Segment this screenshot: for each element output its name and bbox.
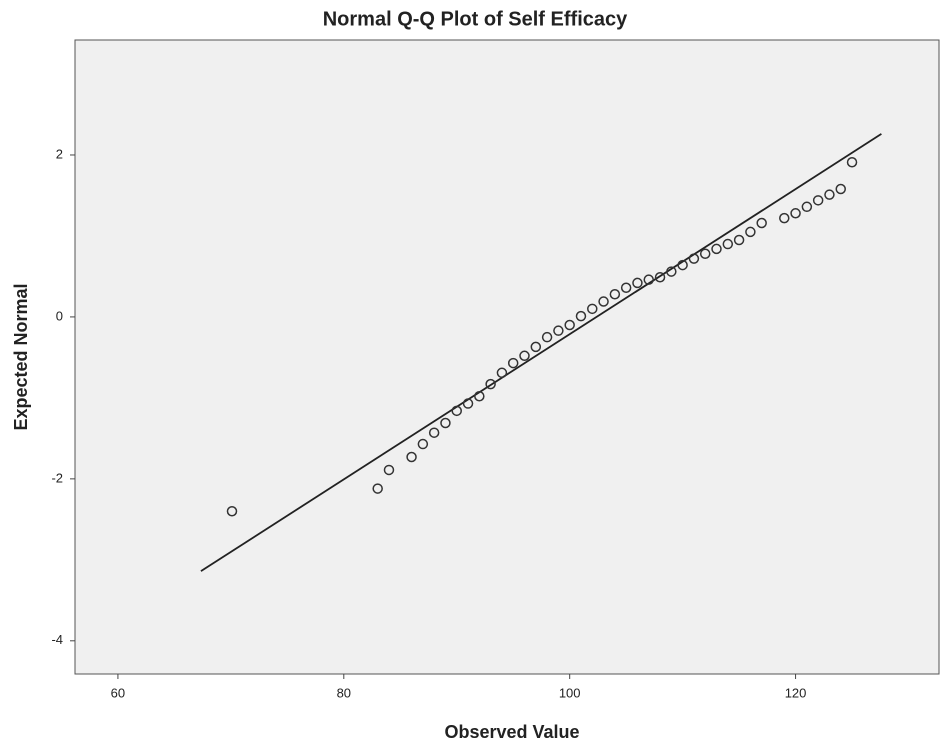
point [496,367,508,379]
point [519,350,530,362]
point [632,277,643,289]
point [383,464,395,476]
point [654,271,666,283]
point [462,398,474,409]
point [620,282,632,294]
point [598,296,609,307]
point [530,341,542,353]
point [609,288,621,300]
y-tick-label: 0 [56,308,63,323]
x-tick-label: 80 [337,685,351,700]
point [417,438,429,450]
point [722,238,734,250]
point [835,183,846,195]
y-tick-label: 2 [56,146,63,161]
point [699,248,711,260]
x-tick-label: 60 [111,685,125,700]
point [553,325,564,336]
plot-area [74,39,940,675]
point [643,274,654,285]
point [824,189,835,200]
x-tick-label: 120 [785,685,807,700]
point [666,266,677,277]
x-axis-title: Observed Value [444,722,579,742]
point [801,201,813,213]
point [756,217,767,229]
point [733,234,745,246]
point [428,427,440,438]
point [779,212,790,224]
y-axis-title: Expected Normal [11,283,31,430]
point [485,378,496,390]
reference-line [200,133,882,572]
point [587,303,598,315]
point [688,253,700,264]
point [451,405,462,417]
point [677,259,688,271]
x-tick-label: 100 [559,685,581,700]
point [406,451,417,463]
point [507,357,519,369]
point [790,208,801,219]
y-tick-label: -2 [51,470,63,485]
y-tick-label: -4 [51,632,63,647]
point [846,157,858,168]
point [226,505,238,517]
point [372,483,383,494]
chart-title: Normal Q-Q Plot of Self Efficacy [323,8,628,30]
point [440,417,451,429]
point [541,331,553,343]
point [745,226,756,238]
point [564,319,575,331]
point [575,310,587,322]
point [474,391,485,402]
point [711,243,722,255]
point [812,195,824,206]
